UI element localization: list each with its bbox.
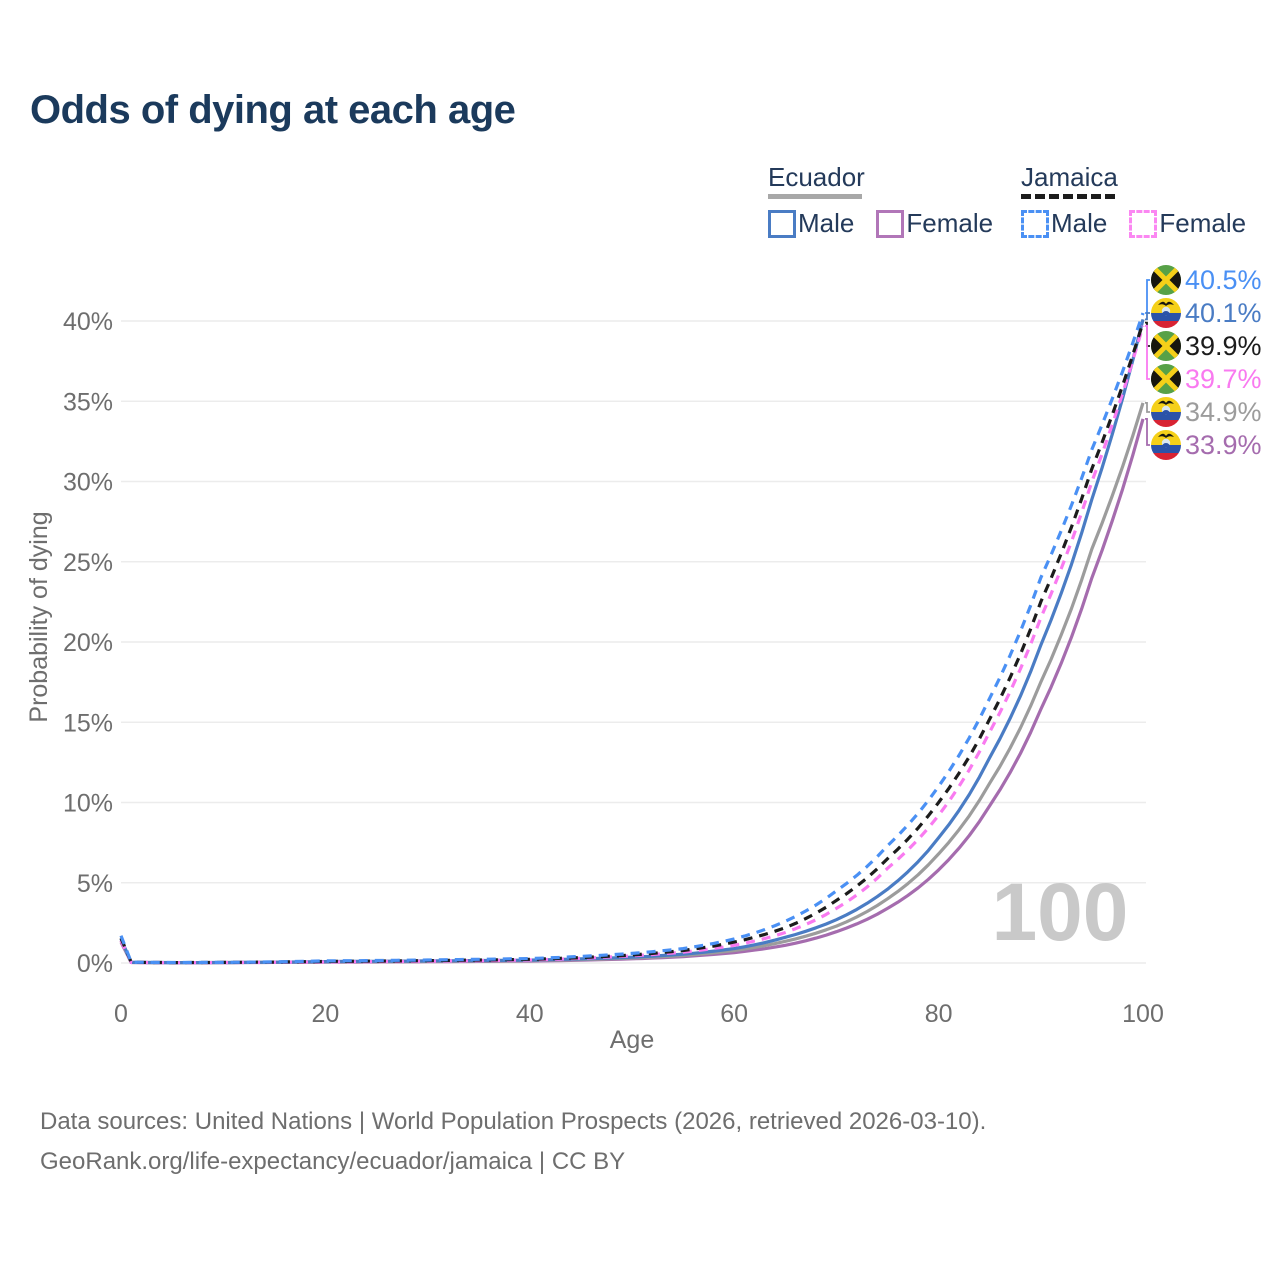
end-label-connector-ecuador-male (1145, 312, 1150, 321)
series-line-jamaica-male (119, 312, 1145, 965)
end-value-label-ecuador-female: 33.9% (1185, 430, 1262, 460)
end-value-label-jamaica-both: 39.9% (1185, 331, 1262, 361)
y-tick-label: 0% (77, 950, 113, 978)
x-tick-label: 100 (1122, 1000, 1164, 1028)
flag-icon-ecuador (1151, 298, 1181, 328)
flag-icon-jamaica (1151, 331, 1181, 361)
page-title: Odds of dying at each age (30, 88, 516, 132)
y-tick-label: 35% (63, 388, 113, 416)
x-axis-title: Age (610, 1026, 654, 1054)
end-value-label-ecuador-both: 34.9% (1185, 397, 1262, 427)
legend-swatch-ecuador-male[interactable] (768, 209, 796, 238)
series-line-ecuador-male (119, 319, 1145, 965)
end-value-label-ecuador-male: 40.1% (1185, 298, 1262, 328)
flag-icon-ecuador (1151, 430, 1181, 460)
end-label-connector-jamaica-female (1145, 324, 1150, 380)
x-tick-label: 80 (925, 1000, 953, 1028)
age-watermark: 100 (992, 867, 1129, 958)
x-tick-label: 40 (516, 1000, 544, 1028)
legend-group-jamaica: Jamaica Male Female (1021, 163, 1246, 239)
legend-swatch-ecuador-female[interactable] (876, 209, 905, 238)
end-label-connector-ecuador-both (1145, 402, 1150, 413)
data-sources-text: Data sources: United Nations | World Pop… (40, 1108, 987, 1135)
legend-label-ecuador-male[interactable]: Male (798, 208, 855, 238)
flag-icon-jamaica (1151, 265, 1181, 295)
y-tick-label: 25% (63, 549, 113, 577)
y-tick-label: 10% (63, 790, 113, 818)
x-tick-label: 0 (114, 1000, 128, 1028)
legend-underline-ecuador-solid (768, 194, 862, 199)
legend-label-ecuador-female[interactable]: Female (906, 208, 994, 238)
end-label-connector-ecuador-female (1145, 418, 1150, 446)
legend-country-ecuador: Ecuador (768, 162, 865, 192)
series-line-jamaica-both (119, 322, 1145, 965)
flag-icon-jamaica (1151, 364, 1181, 394)
series-line-ecuador-both (119, 402, 1145, 965)
legend-label-jamaica-female[interactable]: Female (1159, 208, 1247, 238)
y-axis-title: Probability of dying (25, 511, 53, 722)
end-value-label-jamaica-male: 40.5% (1185, 265, 1262, 295)
legend-swatch-jamaica-male[interactable] (1021, 209, 1049, 238)
legend-label-jamaica-male[interactable]: Male (1051, 208, 1108, 238)
legend-group-ecuador: Ecuador Male Female (768, 163, 993, 239)
series-line-jamaica-female (119, 325, 1145, 965)
x-tick-label: 60 (720, 1000, 748, 1028)
flag-icon-ecuador (1151, 397, 1181, 427)
x-tick-label: 20 (311, 1000, 339, 1028)
y-tick-label: 20% (63, 629, 113, 657)
legend-swatch-jamaica-female[interactable] (1129, 209, 1158, 238)
y-tick-label: 5% (77, 870, 113, 898)
legend-underline-jamaica-dashed (1021, 194, 1115, 199)
georank-url-text: GeoRank.org/life-expectancy/ecuador/jama… (40, 1148, 626, 1175)
y-tick-label: 30% (63, 469, 113, 497)
y-tick-label: 40% (63, 308, 113, 336)
end-label-connector-jamaica-male (1145, 279, 1150, 314)
y-tick-label: 15% (63, 709, 113, 737)
end-value-label-jamaica-female: 39.7% (1185, 364, 1262, 394)
series-line-ecuador-female (119, 418, 1145, 965)
legend-country-jamaica: Jamaica (1021, 162, 1118, 192)
